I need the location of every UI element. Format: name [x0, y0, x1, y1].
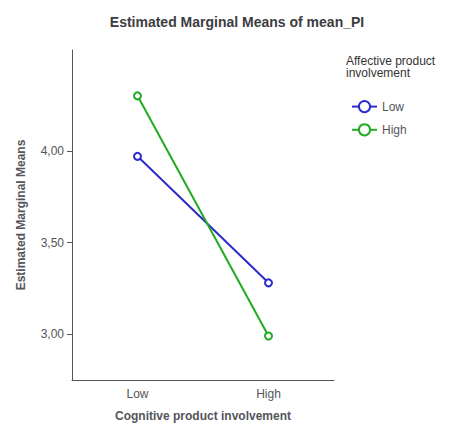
svg-text:3,50: 3,50 — [41, 236, 65, 250]
svg-text:3,00: 3,00 — [41, 327, 65, 341]
svg-text:Low: Low — [382, 100, 404, 114]
svg-text:Cognitive product involvement: Cognitive product involvement — [115, 409, 291, 423]
svg-text:4,00: 4,00 — [41, 144, 65, 158]
svg-text:High: High — [382, 123, 407, 137]
svg-text:Estimated Marginal Means: Estimated Marginal Means — [14, 139, 28, 290]
svg-text:Estimated Marginal Means of me: Estimated Marginal Means of mean_PI — [110, 14, 364, 30]
svg-text:involvement: involvement — [346, 66, 411, 80]
svg-text:Low: Low — [126, 387, 148, 401]
svg-text:Affective product: Affective product — [346, 54, 439, 68]
svg-text:High: High — [256, 387, 281, 401]
